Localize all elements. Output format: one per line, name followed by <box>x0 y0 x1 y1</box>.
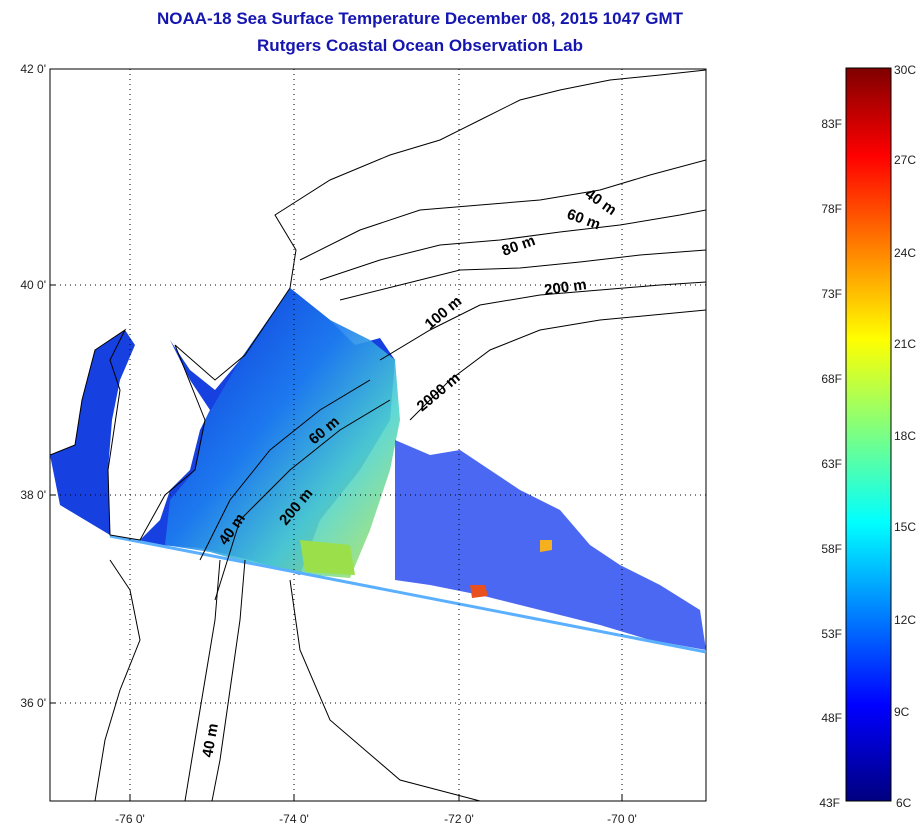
celsius-label: 9C <box>894 705 910 719</box>
graticule <box>50 69 706 801</box>
fahrenheit-label: 58F <box>821 542 842 556</box>
frame-ticks <box>50 68 623 801</box>
celsius-label: 30C <box>894 63 916 77</box>
warm-patch-2 <box>540 540 552 552</box>
celsius-label: 12C <box>894 613 916 627</box>
fahrenheit-label: 53F <box>821 627 842 641</box>
colorbar-celsius-labels: 30C 27C 24C 21C 18C 15C 12C 9C 6C <box>894 63 916 810</box>
fahrenheit-label: 43F <box>819 796 840 810</box>
isobath-40 <box>299 159 706 261</box>
depth-label: 200 m <box>543 276 587 299</box>
fahrenheit-label: 83F <box>821 117 842 131</box>
lat-label: 40 0' <box>20 278 46 292</box>
lon-label: -74 0' <box>279 812 309 826</box>
map-subtitle: Rutgers Coastal Ocean Observation Lab <box>257 36 583 55</box>
shelf-sst <box>165 288 400 578</box>
isobath-far <box>289 579 481 801</box>
swath-edge <box>109 534 706 654</box>
lat-label: 42 0' <box>20 62 46 76</box>
fahrenheit-label: 73F <box>821 287 842 301</box>
warm-patch <box>470 585 488 598</box>
lat-label: 36 0' <box>20 696 46 710</box>
celsius-label: 15C <box>894 520 916 534</box>
fahrenheit-label: 63F <box>821 457 842 471</box>
fahrenheit-label: 68F <box>821 372 842 386</box>
celsius-label: 27C <box>894 153 916 167</box>
lon-label: -72 0' <box>444 812 474 826</box>
lon-label: -76 0' <box>115 812 145 826</box>
celsius-label: 18C <box>894 429 916 443</box>
isobath-south-2 <box>211 559 246 801</box>
map-title: NOAA-18 Sea Surface Temperature December… <box>157 9 683 28</box>
celsius-label: 21C <box>894 337 916 351</box>
fahrenheit-label: 78F <box>821 202 842 216</box>
isobath-inner <box>199 379 371 561</box>
colorbar-fahrenheit-labels: 83F 78F 73F 68F 63F 58F 53F 48F 43F <box>819 117 842 810</box>
depth-label: 40 m <box>199 722 222 759</box>
isobath-60 <box>319 209 706 281</box>
lon-label: -70 0' <box>607 812 637 826</box>
coastline <box>50 69 706 541</box>
isobath-2000 <box>409 309 706 421</box>
celsius-label: 6C <box>896 796 912 810</box>
fahrenheit-label: 48F <box>821 711 842 725</box>
green-patch <box>300 540 355 575</box>
lat-label: 38 0' <box>20 488 46 502</box>
isobath-inner-2 <box>214 399 391 601</box>
isobath-south <box>184 559 221 801</box>
colorbar <box>845 67 892 802</box>
celsius-label: 24C <box>894 246 916 260</box>
